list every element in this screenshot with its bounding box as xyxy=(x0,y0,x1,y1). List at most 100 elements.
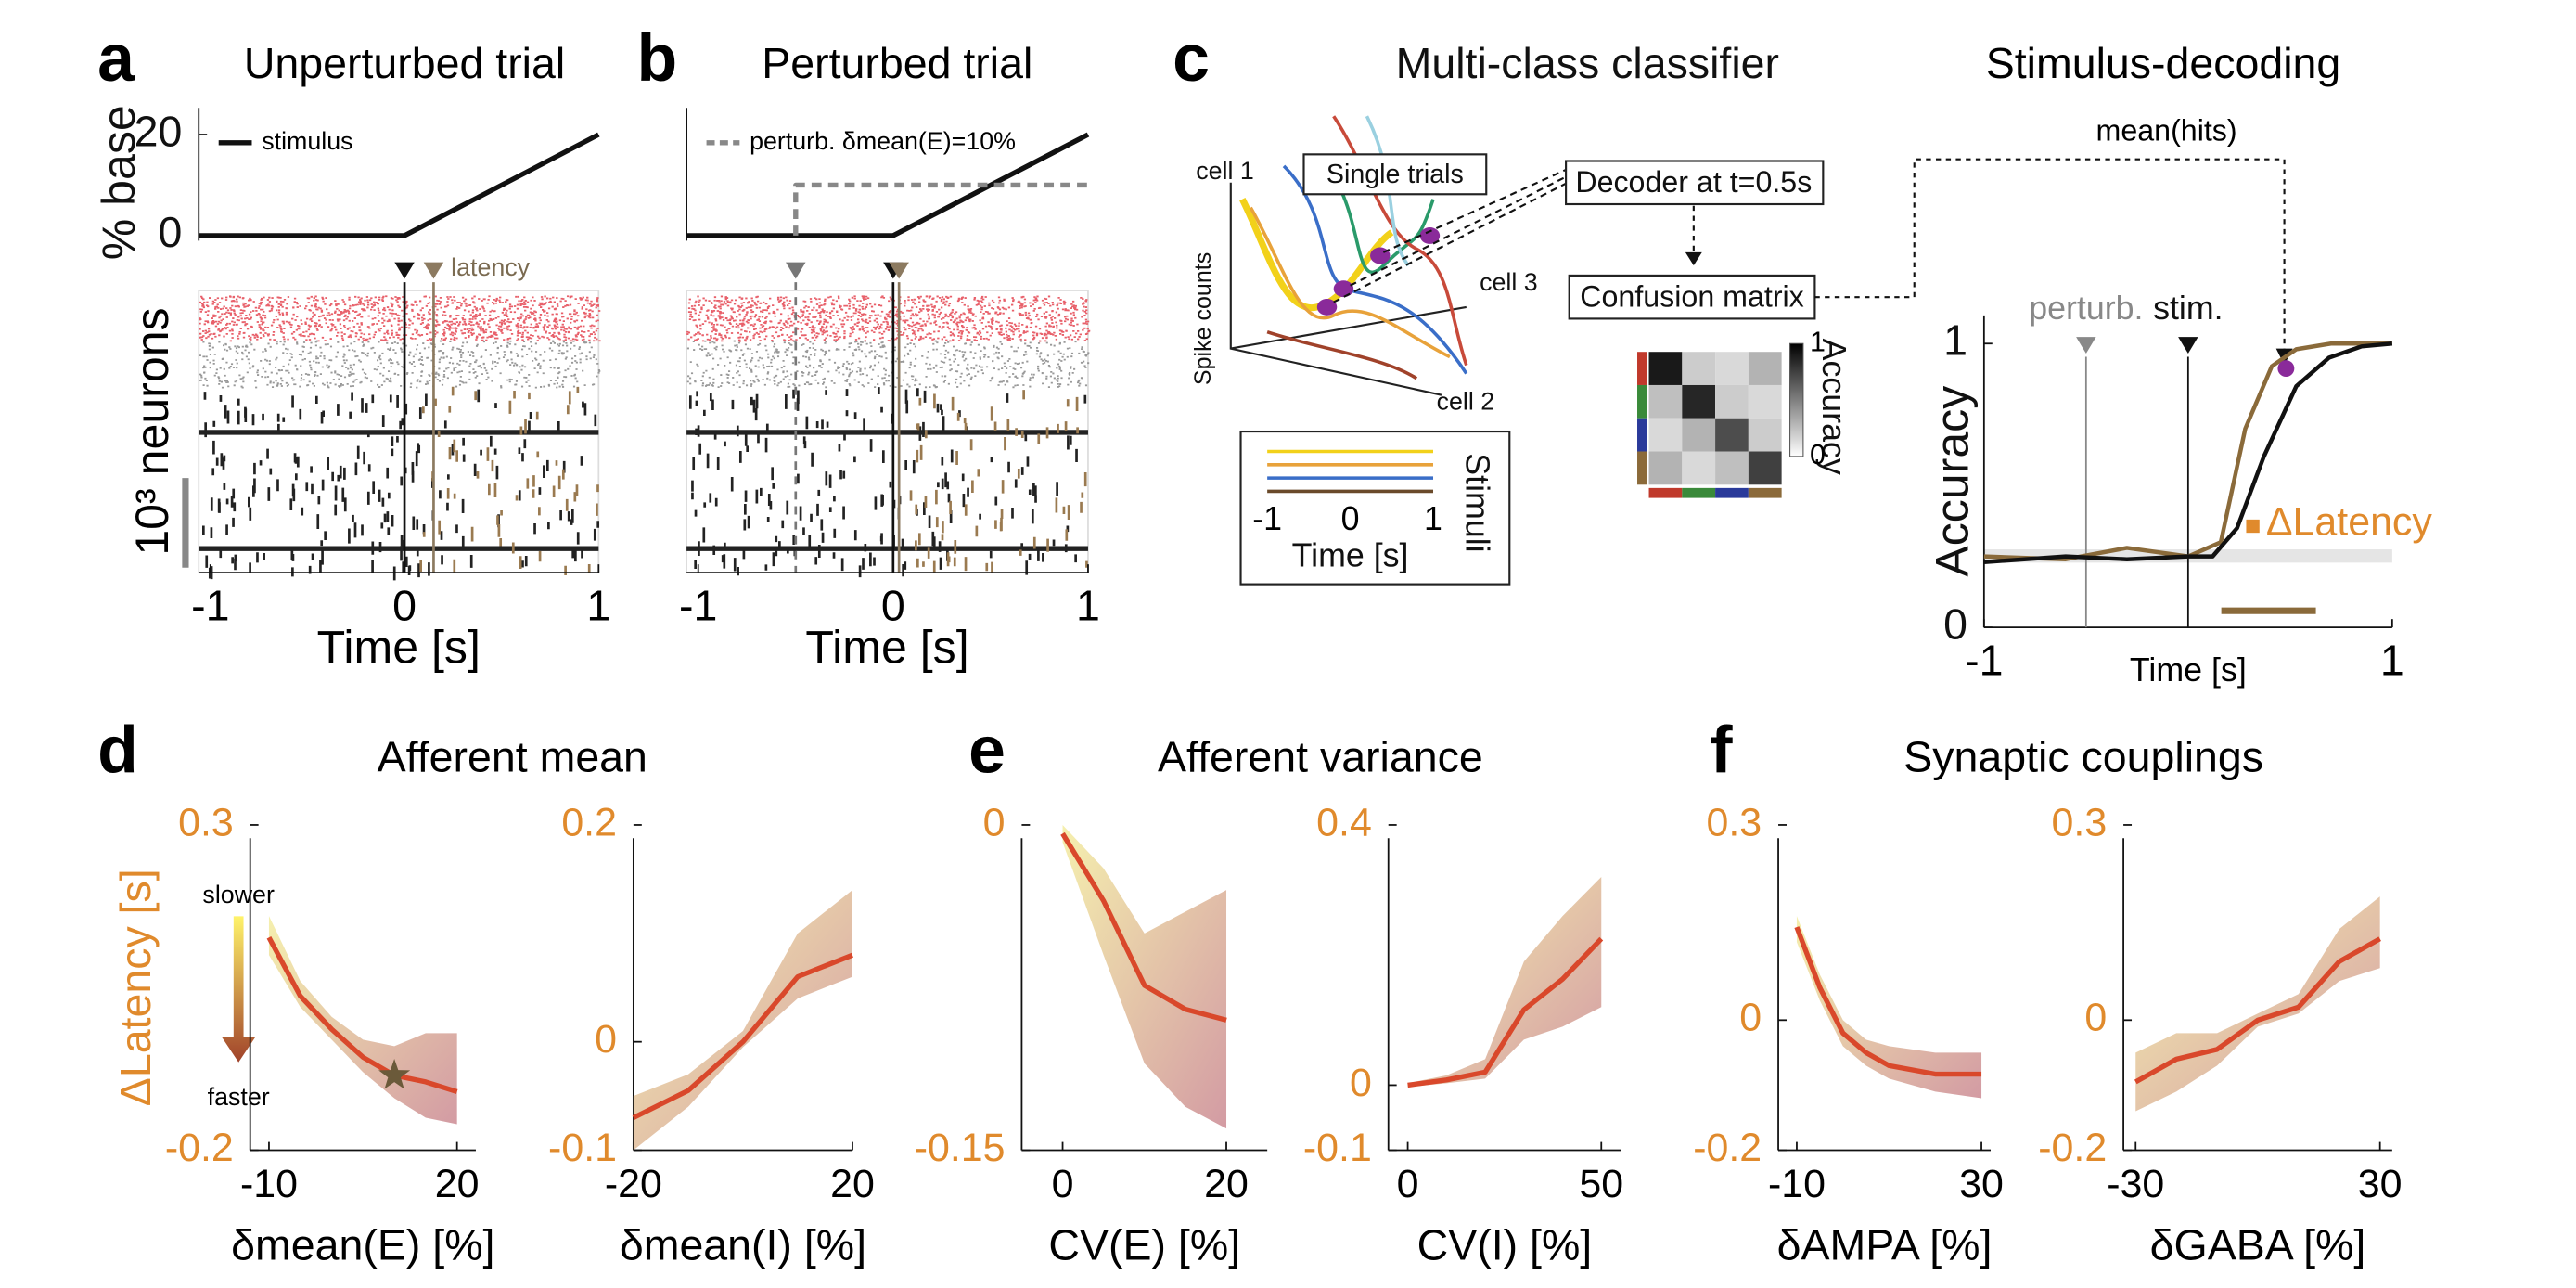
y-tick-label: -0.2 xyxy=(2038,1126,2107,1170)
diagram-title: Multi-class classifier xyxy=(1396,39,1779,87)
error-band xyxy=(1407,877,1602,1088)
legend-label: perturb. δmean(E)=10% xyxy=(750,127,1016,155)
cell-label: cell 1 xyxy=(1196,157,1254,185)
legend-xlabel: Time [s] xyxy=(1292,536,1409,573)
error-band xyxy=(2135,896,2380,1112)
annotation: slower xyxy=(202,881,275,908)
matrix-cell xyxy=(1682,451,1716,485)
matrix-cell xyxy=(1748,418,1782,452)
stimulus-color xyxy=(1637,352,1647,385)
box-label: Single trials xyxy=(1326,160,1464,189)
panel-label: f xyxy=(1711,714,1733,788)
x-axis-label: Time [s] xyxy=(317,621,481,673)
legend-box xyxy=(1239,430,1511,586)
trajectory xyxy=(1239,198,1394,312)
stimulus-color xyxy=(1648,487,1683,498)
series-line xyxy=(632,952,853,1120)
x-tick-label: 0 xyxy=(1397,1162,1419,1206)
matrix-cell xyxy=(1682,384,1716,419)
y-tick-label: 0 xyxy=(2084,996,2107,1040)
series-line xyxy=(1794,926,1982,1077)
stimulus-color xyxy=(1637,451,1647,485)
star-marker xyxy=(378,1059,411,1089)
matrix-cell xyxy=(1648,352,1683,385)
raster-dots xyxy=(686,387,1088,578)
raster-dots xyxy=(199,295,601,342)
matrix-cell xyxy=(1715,451,1749,485)
series-line xyxy=(199,132,600,238)
x-tick-label: 20 xyxy=(830,1162,875,1206)
colorbar-tick-label: 1 xyxy=(1810,326,1826,357)
trial-dots xyxy=(1316,227,1441,316)
x-tick-label: 0 xyxy=(392,582,417,630)
y-tick-label: 1 xyxy=(1943,316,1967,365)
series-line xyxy=(266,935,458,1094)
panel-label: d xyxy=(97,714,138,788)
cell-label: cell 3 xyxy=(1480,268,1538,296)
matrix-cell xyxy=(1648,418,1683,452)
x-tick-label: 1 xyxy=(2380,637,2404,685)
marker-triangle xyxy=(2076,337,2096,354)
trajectory xyxy=(1266,330,1418,380)
x-axis-label: δAMPA [%] xyxy=(1777,1220,1993,1269)
y-axis-label: ΔLatency [s] xyxy=(111,869,160,1106)
colorbar-label: Accuracy xyxy=(1815,339,1852,475)
arrowhead xyxy=(1685,251,1702,266)
x-tick-label: 50 xyxy=(1579,1162,1623,1206)
annotation-mark xyxy=(2246,519,2260,534)
marker-triangle xyxy=(786,262,806,279)
trajectory xyxy=(1315,156,1435,275)
stimulus-color xyxy=(1748,487,1782,498)
x-tick-label: 1 xyxy=(1076,582,1100,630)
x-tick-label: 30 xyxy=(2358,1162,2403,1206)
y-tick-label: 0.3 xyxy=(1707,800,1762,844)
series-line xyxy=(1060,831,1227,1023)
x-axis-label: δGABA [%] xyxy=(2150,1220,2366,1269)
cell-label: cell 2 xyxy=(1437,388,1495,416)
raster-dots xyxy=(909,390,1088,573)
legend-label: stimulus xyxy=(262,127,352,155)
y-tick-label: 0.4 xyxy=(1316,800,1372,844)
colorbar xyxy=(1789,342,1804,457)
matrix-cell xyxy=(1748,384,1782,419)
x-tick-label: 1 xyxy=(586,582,610,630)
error-band xyxy=(268,916,457,1125)
raster-dots xyxy=(199,340,601,389)
colorbar-tick-label: 0 xyxy=(1810,439,1826,470)
y-tick-label: 0 xyxy=(983,800,1006,844)
marker-triangle xyxy=(423,262,444,279)
legend-tick-label: -1 xyxy=(1252,500,1282,537)
marker-triangle xyxy=(394,262,415,279)
x-tick-label: -10 xyxy=(1768,1162,1826,1206)
panel-label: a xyxy=(97,21,135,96)
raster-dots xyxy=(199,389,600,581)
chart-title: Stimulus-decoding xyxy=(1986,39,2341,87)
x-axis-label: Time [s] xyxy=(2130,651,2247,689)
y-axis-label: Accuracy xyxy=(1927,386,1979,577)
series-line xyxy=(1407,936,1604,1088)
y-tick-label: -0.15 xyxy=(915,1126,1006,1170)
x-tick-label: 0 xyxy=(1052,1162,1074,1206)
series-line xyxy=(793,182,1088,236)
stimulus-color xyxy=(1682,487,1716,498)
marker-label: perturb. xyxy=(2029,290,2143,327)
box xyxy=(1568,274,1816,320)
stimulus-color xyxy=(1637,384,1647,419)
series-line xyxy=(686,132,1090,238)
annotation: mean(hits) xyxy=(2096,114,2237,148)
series-line xyxy=(1983,341,2392,561)
matrix-cell xyxy=(1648,384,1683,419)
error-band xyxy=(1796,916,1982,1099)
matrix-cell xyxy=(1748,451,1782,485)
panel-label: c xyxy=(1173,21,1210,96)
annotation: ΔLatency xyxy=(2266,500,2432,545)
marker-label: stim. xyxy=(2153,290,2224,327)
series-line xyxy=(1983,341,2393,564)
raster-ylabel: 10³ neurons xyxy=(126,307,178,555)
box xyxy=(1302,153,1488,196)
classifier-diagram: Multi-class classifier cell 1 cell 2 cel… xyxy=(1190,39,2293,586)
y-tick-label: 0 xyxy=(158,208,182,256)
x-axis-label: Time [s] xyxy=(805,621,968,673)
x-tick-label: -10 xyxy=(240,1162,298,1206)
